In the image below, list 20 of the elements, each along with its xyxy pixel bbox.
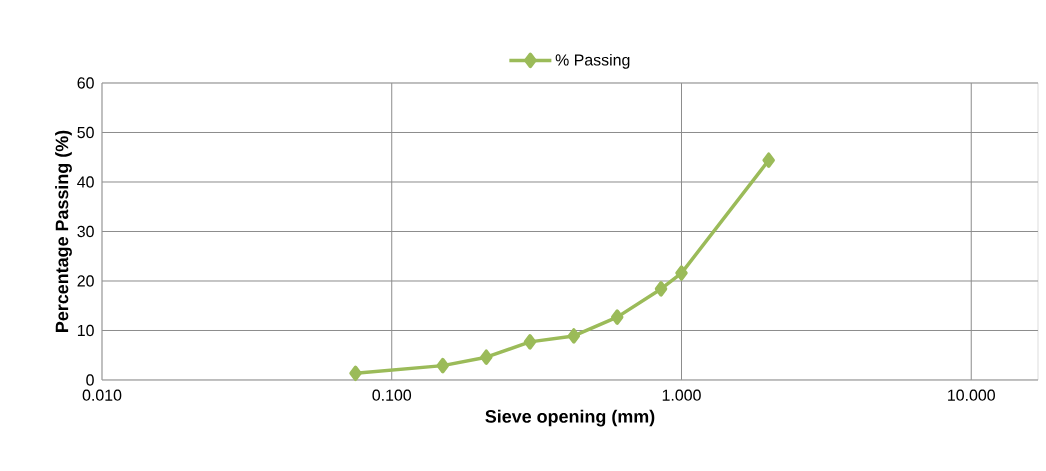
x-tick-label: 1.000 (662, 389, 701, 401)
y-tick-label: 50 (77, 126, 94, 139)
point (610, 309, 624, 325)
x-tick-label: 0.100 (372, 389, 412, 401)
point (567, 328, 581, 344)
y-tick-label: 30 (77, 225, 94, 238)
y-tick-label: 20 (77, 275, 94, 287)
point (523, 334, 537, 350)
point (480, 349, 493, 365)
x-tick-label: 10.000 (948, 389, 995, 401)
x-axis-title: Sieve opening (mm) (485, 409, 655, 427)
point (654, 281, 668, 297)
legend-label: % Passing (555, 53, 630, 69)
x-tick-label: 0.010 (82, 389, 122, 401)
y-axis-title: Percentage Passing (%) (55, 130, 72, 332)
y-tick-label: 40 (77, 176, 94, 188)
y-tick-label: 10 (77, 324, 94, 337)
point (436, 357, 450, 374)
y-tick-label: 60 (77, 77, 94, 89)
y-tick-label: 0 (86, 374, 94, 386)
